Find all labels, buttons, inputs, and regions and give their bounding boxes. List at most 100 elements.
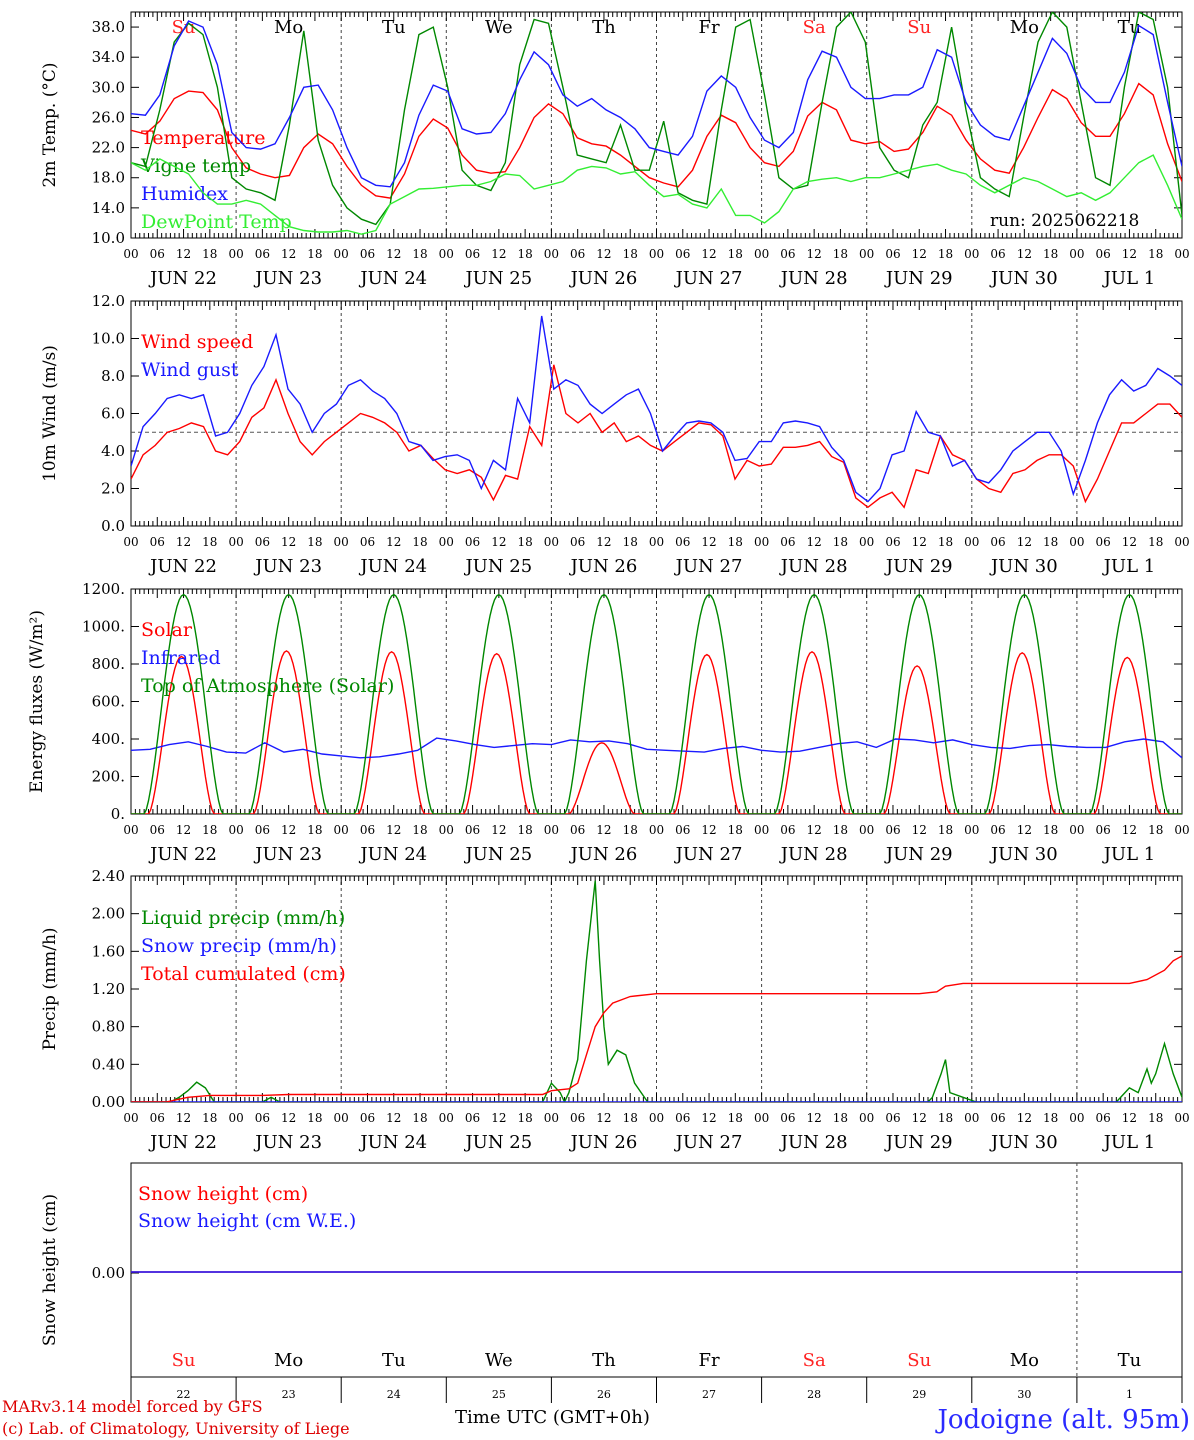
temperature-panel: 10.0 14.0 18.0 22.0 26.0 30.0 34.0 38.0 2m Temp.… [40, 11, 1190, 289]
x-hour-label: 00 [1069, 823, 1084, 837]
x-hour-label: 12 [596, 535, 611, 549]
x-hour-label: 12 [491, 535, 506, 549]
x-date-label: JUN 30 [989, 844, 1058, 865]
x-hour-label: 06 [465, 823, 480, 837]
day-name-label: We [485, 17, 513, 38]
x-hour-label: 00 [964, 1111, 979, 1125]
series-line-dewpoint-temp [131, 154, 1182, 235]
x-hour-label: 06 [255, 247, 270, 261]
x-hour-label: 00 [334, 535, 349, 549]
x-hour-label: 06 [675, 823, 690, 837]
y-axis-title: 2m Temp. (°C) [40, 62, 60, 187]
x-hour-label: 18 [412, 535, 427, 549]
x-date-label: JUN 26 [569, 268, 638, 289]
x-hour-label: 12 [386, 535, 401, 549]
x-hour-label: 18 [938, 247, 953, 261]
y-tick-label: 0.80 [92, 1018, 125, 1036]
x-date-label: JUN 24 [358, 844, 427, 865]
day-name-label: Mo [1010, 1350, 1039, 1371]
x-hour-label: 18 [412, 823, 427, 837]
day-number-label: 1 [1126, 1388, 1133, 1401]
x-hour-label: 12 [701, 247, 716, 261]
x-hour-label: 12 [701, 535, 716, 549]
y-tick-label: 0.40 [92, 1055, 125, 1073]
x-hour-label: 06 [885, 535, 900, 549]
x-date-label: JUN 30 [989, 268, 1058, 289]
x-hour-label: 12 [281, 535, 296, 549]
x-hour-label: 00 [228, 823, 243, 837]
plot-frame [130, 588, 1183, 815]
x-hour-label: 12 [1122, 247, 1137, 261]
series-line-wind-speed [131, 364, 1182, 509]
day-name-label: Fr [699, 1350, 720, 1371]
x-hour-label: 00 [439, 535, 454, 549]
x-hour-label: 18 [1043, 1111, 1058, 1125]
x-hour-label: 12 [1017, 535, 1032, 549]
x-date-label: JUN 26 [569, 556, 638, 577]
day-name-label: Su [907, 1350, 931, 1371]
x-hour-label: 18 [728, 247, 743, 261]
x-hour-label: 12 [807, 1111, 822, 1125]
x-hour-label: 06 [780, 1111, 795, 1125]
x-hour-label: 00 [334, 247, 349, 261]
x-hour-label: 12 [1017, 1111, 1032, 1125]
footer-copyright: (c) Lab. of Climatology, University of L… [2, 1419, 350, 1438]
x-hour-label: 06 [150, 823, 165, 837]
x-hour-label: 12 [1122, 823, 1137, 837]
x-hour-label: 06 [990, 1111, 1005, 1125]
legend-entry: Wind speed [141, 331, 253, 353]
precip-panel: 0.00 0.40 0.80 1.20 1.60 2.00 2.40 Precip (mm/h… [40, 867, 1190, 1153]
x-hour-label: 00 [754, 1111, 769, 1125]
x-hour-label: 00 [859, 823, 874, 837]
x-hour-label: 12 [386, 1111, 401, 1125]
x-hour-label: 12 [176, 823, 191, 837]
x-hour-label: 12 [701, 823, 716, 837]
legend-entry: Snow height (cm W.E.) [138, 1210, 356, 1232]
x-hour-label: 18 [1043, 535, 1058, 549]
x-hour-label: 18 [623, 823, 638, 837]
x-hour-label: 18 [1148, 823, 1163, 837]
day-number-label: 28 [807, 1388, 821, 1401]
x-hour-label: 18 [728, 823, 743, 837]
x-hour-label: 06 [360, 535, 375, 549]
x-hour-label: 00 [228, 1111, 243, 1125]
x-date-label: JUL 1 [1102, 556, 1156, 577]
x-hour-label: 18 [307, 247, 322, 261]
x-date-label: JUL 1 [1102, 268, 1156, 289]
x-hour-label: 12 [596, 247, 611, 261]
x-hour-label: 18 [1148, 247, 1163, 261]
x-hour-label: 12 [281, 247, 296, 261]
x-hour-label: 00 [439, 247, 454, 261]
x-hour-label: 06 [255, 535, 270, 549]
x-hour-label: 00 [334, 823, 349, 837]
x-hour-label: 06 [675, 1111, 690, 1125]
x-date-label: JUN 27 [674, 556, 743, 577]
x-hour-label: 06 [885, 1111, 900, 1125]
legend-entry: Snow precip (mm/h) [141, 935, 337, 957]
x-hour-label: 00 [964, 535, 979, 549]
x-hour-label: 12 [807, 535, 822, 549]
x-hour-label: 06 [255, 1111, 270, 1125]
legend-entry: Humidex [141, 183, 228, 205]
x-hour-label: 18 [938, 823, 953, 837]
x-hour-label: 12 [491, 1111, 506, 1125]
x-hour-label: 06 [1096, 823, 1111, 837]
x-hour-label: 12 [807, 247, 822, 261]
x-hour-label: 00 [1174, 535, 1189, 549]
y-tick-label: 18.0 [92, 169, 125, 187]
x-hour-label: 00 [228, 247, 243, 261]
day-number-label: 24 [387, 1388, 401, 1401]
x-date-label: JUN 26 [569, 1132, 638, 1153]
x-hour-label: 00 [1174, 1111, 1189, 1125]
y-tick-label: 800. [92, 655, 125, 673]
x-hour-label: 00 [544, 823, 559, 837]
x-hour-label: 18 [517, 247, 532, 261]
x-hour-label: 18 [307, 823, 322, 837]
x-hour-label: 00 [859, 1111, 874, 1125]
x-hour-label: 12 [386, 247, 401, 261]
footer-location: Jodoigne (alt. 95m) [934, 1405, 1190, 1435]
legend-entry: Vigne temp [140, 155, 251, 177]
day-name-label: Tu [1118, 1350, 1142, 1371]
x-hour-label: 06 [570, 535, 585, 549]
x-date-label: JUN 30 [989, 556, 1058, 577]
